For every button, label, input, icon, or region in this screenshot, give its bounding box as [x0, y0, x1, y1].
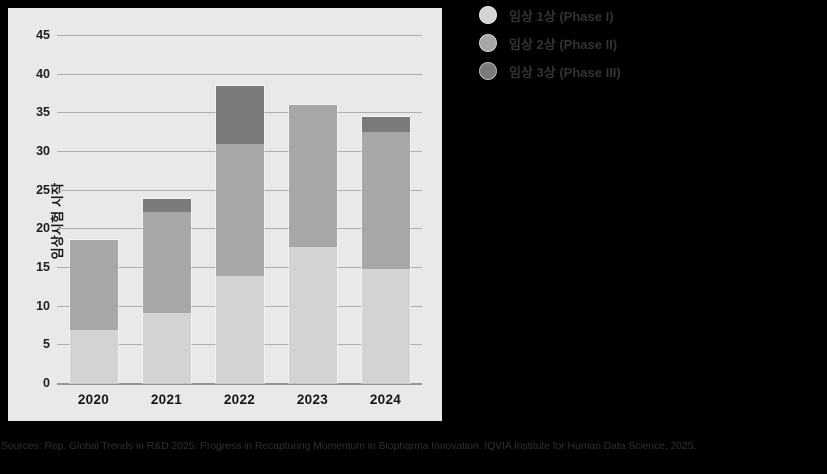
x-tick-label-2022: 2022	[223, 392, 256, 407]
x-tick-label-2021: 2021	[150, 392, 183, 407]
chart-panel: 임상시험 시작 0 5 10 15 20 25 30 35 40 45 2020 2021 2022 20…	[8, 8, 442, 421]
y-tick-label-25: 25	[36, 182, 50, 197]
bar-2020	[69, 239, 118, 383]
bar-2021-segment-phase1	[142, 313, 191, 383]
y-tick-label-35: 35	[36, 105, 50, 120]
legend-label: 임상 3상 (Phase III)	[509, 64, 621, 80]
x-tick-label-2024: 2024	[369, 392, 402, 407]
legend-label: 임상 2상 (Phase II)	[509, 36, 618, 52]
gridline-y40	[57, 73, 422, 75]
x-tick-label-2020: 2020	[77, 392, 110, 407]
legend-item-phase3: 임상 3상 (Phase III)	[479, 62, 621, 80]
bar-2024-segment-phase2	[361, 131, 410, 270]
gridline-y45	[57, 35, 422, 36]
bar-2020-segment-phase1	[69, 329, 118, 383]
legend: 임상 1상 (Phase I) 임상 2상 (Phase II) 임상 3상 (Ph…	[479, 6, 621, 90]
y-tick-label-5: 5	[43, 337, 50, 352]
bar-2024-segment-phase3	[361, 116, 410, 132]
bar-2023	[288, 104, 337, 383]
source-note: Sources: Rep. Global Trends in R&D 2025:…	[1, 440, 697, 452]
bar-2024-segment-phase1	[361, 269, 410, 383]
y-tick-label-45: 45	[36, 28, 50, 42]
legend-label: 임상 1상 (Phase I)	[509, 8, 614, 24]
y-tick-label-30: 30	[36, 144, 50, 158]
bar-2022	[215, 86, 264, 383]
bar-2022-segment-phase1	[215, 275, 264, 383]
legend-item-phase1: 임상 1상 (Phase I)	[479, 6, 621, 24]
y-tick-label-15: 15	[36, 260, 50, 274]
legend-swatch-circle-icon	[479, 6, 497, 24]
x-tick-label-2023: 2023	[296, 392, 329, 407]
bar-2024	[361, 116, 410, 383]
y-tick-label-20: 20	[36, 221, 50, 236]
bar-2021-segment-phase2	[142, 212, 191, 314]
bar-2021	[142, 198, 191, 383]
y-tick-label-40: 40	[36, 66, 50, 81]
y-tick-label-0: 0	[43, 376, 50, 390]
bar-2021-segment-phase3	[142, 198, 191, 213]
x-axis-line	[57, 383, 422, 385]
bar-2020-segment-phase2	[69, 239, 118, 330]
bar-2023-segment-phase1	[288, 246, 337, 383]
legend-swatch-circle-icon	[479, 62, 497, 80]
bar-2023-segment-phase2	[288, 104, 337, 247]
y-tick-label-10: 10	[36, 298, 50, 313]
legend-item-phase2: 임상 2상 (Phase II)	[479, 34, 621, 52]
bar-2022-segment-phase2	[215, 144, 264, 276]
legend-swatch-circle-icon	[479, 34, 497, 52]
bar-2022-segment-phase3	[215, 86, 264, 145]
